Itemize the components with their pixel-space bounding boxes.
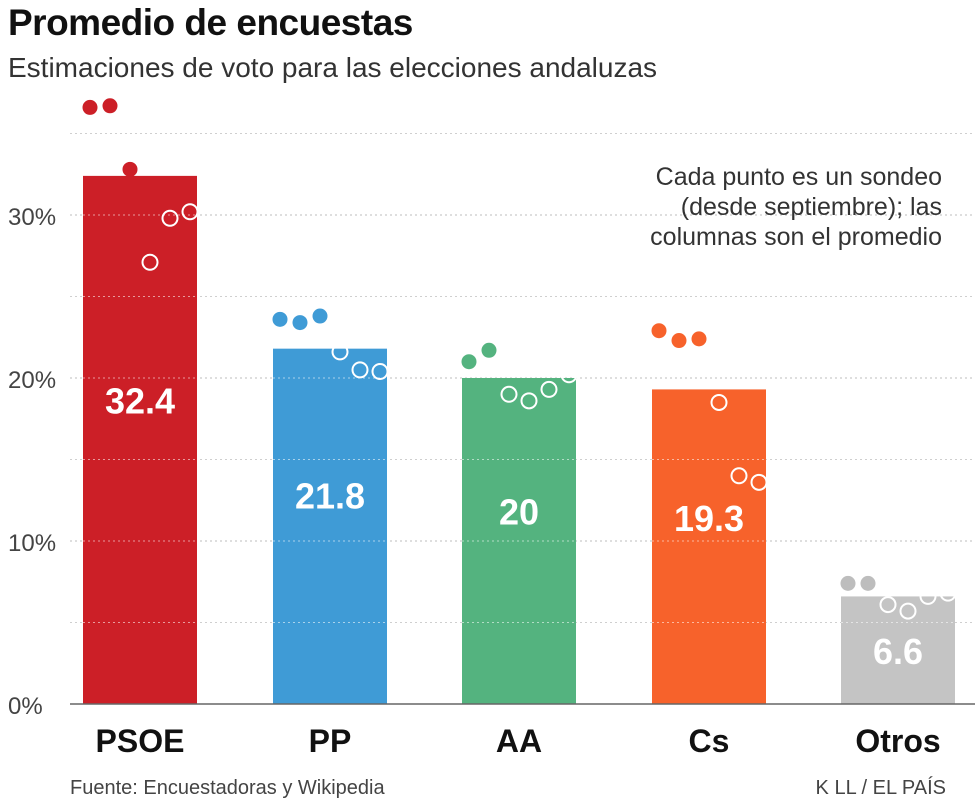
poll-dot-hollow [371,362,389,380]
bar-value-label: 19.3 [674,498,744,539]
y-tick-label: 30% [8,204,56,231]
poll-dot-filled [292,315,308,331]
poll-dot-hollow [750,473,768,491]
category-label: Cs [689,723,730,759]
source-text: Fuente: Encuestadoras y Wikipedia [70,777,385,799]
poll-dot-hollow [141,253,159,271]
poll-dot-hollow [331,343,349,361]
credit-text: K LL / EL PAÍS [815,777,946,799]
poll-dot-hollow [520,392,538,410]
category-label: PP [309,723,352,759]
y-tick-label: 0% [8,693,43,720]
bar-value-label: 21.8 [295,476,365,517]
poll-dot-hollow [730,467,748,485]
poll-dot-hollow [560,366,578,384]
bar-value-label: 20 [499,492,539,533]
y-tick-label: 20% [8,367,56,394]
poll-dot-filled [481,342,497,358]
category-label: Otros [855,723,940,759]
poll-dot-hollow [879,596,897,614]
bar-value-label: 6.6 [873,631,923,672]
bar-otros [841,596,955,704]
chart-title: Promedio de encuestas [8,2,413,43]
poll-dot-filled [102,98,118,114]
poll-dot-filled [691,331,707,347]
poll-dot-filled [840,575,856,591]
bar-pp [273,348,387,704]
poll-dot-filled [651,323,667,339]
poll-dot-filled [860,575,876,591]
poll-dot-hollow [899,602,917,620]
bar-value-label: 32.4 [105,381,175,422]
note-line: columnas son el promedio [650,223,942,251]
poll-dot-hollow [161,209,179,227]
poll-dot-filled [272,311,288,327]
poll-dot-hollow [939,584,957,602]
chart-note: Cada punto es un sondeo (desde septiembr… [582,162,942,252]
poll-dot-filled [461,354,477,370]
note-line: Cada punto es un sondeo [655,163,942,191]
y-tick-label: 10% [8,530,56,557]
poll-dot-filled [671,333,687,349]
poll-dot-filled [122,161,138,177]
poll-dot-hollow [710,393,728,411]
poll-dot-hollow [919,587,937,605]
chart-subtitle: Estimaciones de voto para las elecciones… [8,52,658,83]
category-label: PSOE [96,723,185,759]
poll-dot-hollow [181,203,199,221]
poll-dot-filled [82,99,98,115]
poll-dot-hollow [500,385,518,403]
poll-dot-filled [312,308,328,324]
poll-dot-hollow [351,361,369,379]
bar-psoe [83,175,197,704]
poll-dot-hollow [540,380,558,398]
category-label: AA [496,723,542,759]
bar-cs [652,389,766,704]
note-line: (desde septiembre); las [680,193,942,221]
